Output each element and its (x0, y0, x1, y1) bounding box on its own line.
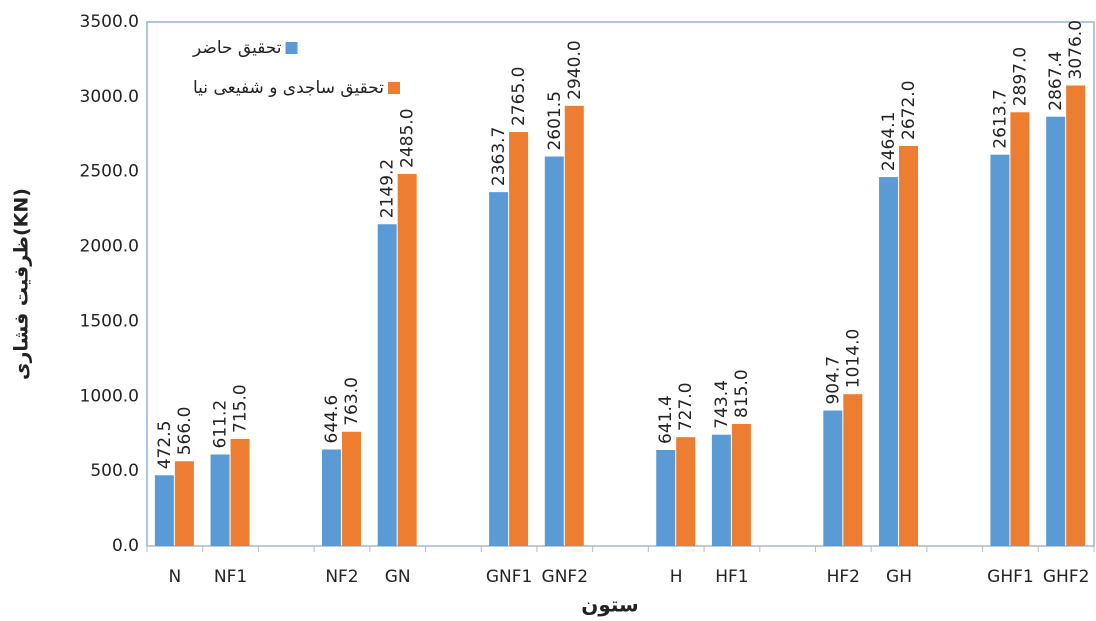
bar (174, 461, 194, 546)
data-label: 727.0 (676, 382, 696, 431)
data-label: 641.4 (656, 395, 676, 444)
data-label: 644.6 (322, 395, 342, 444)
bar (154, 475, 174, 546)
bar (823, 410, 843, 546)
y-tick-label: 0.0 (112, 536, 139, 556)
bar (656, 449, 676, 546)
x-tick-label: GH (886, 567, 912, 587)
bar (1010, 112, 1030, 547)
bar (711, 434, 731, 546)
data-label: 904.7 (823, 356, 843, 405)
data-label: 2897.0 (1010, 47, 1030, 106)
bar (676, 437, 696, 546)
data-label: 1014.0 (843, 329, 863, 388)
legend-swatch (285, 42, 298, 54)
data-label: 815.0 (732, 369, 752, 418)
x-tick-label: GN (385, 567, 411, 587)
data-label: 2464.1 (879, 112, 899, 171)
legend-swatch (387, 82, 400, 94)
legend-label: تحقیق حاضر (192, 38, 282, 58)
y-tick-label: 500.0 (90, 461, 139, 481)
data-label: 611.2 (211, 400, 231, 449)
y-tick-label: 2500.0 (80, 162, 139, 182)
x-tick-label: N (168, 567, 181, 587)
bar (564, 105, 584, 546)
data-label: 2485.0 (398, 108, 418, 167)
data-label: 472.5 (155, 421, 175, 470)
bar (1066, 85, 1086, 547)
data-label: 2149.2 (378, 159, 398, 218)
y-axis-title: ظرفیت فشاری(KN) (11, 188, 33, 380)
bar (1046, 116, 1066, 546)
x-tick-label: GNF2 (542, 567, 588, 587)
bar (899, 145, 919, 546)
y-tick-label: 1000.0 (80, 386, 139, 406)
bar (509, 132, 529, 547)
bar (731, 423, 751, 546)
data-label: 2672.0 (899, 80, 919, 139)
data-label: 2867.4 (1046, 51, 1066, 110)
y-tick-label: 2000.0 (80, 237, 139, 257)
x-tick-label: NF2 (325, 567, 358, 587)
data-label: 763.0 (342, 377, 362, 426)
plot-border (146, 21, 1095, 547)
y-tick-label: 3500.0 (80, 12, 139, 32)
x-tick-label: GHF2 (1043, 567, 1090, 587)
data-label: 2363.7 (489, 127, 509, 186)
bar (879, 177, 899, 546)
data-label: 566.0 (175, 407, 195, 456)
x-tick-label: GNF1 (486, 567, 532, 587)
data-label: 2601.5 (545, 91, 565, 150)
data-label: 2613.7 (990, 89, 1010, 148)
legend-label: تحقیق ساجدی و شفیعی نیا (193, 78, 384, 98)
bar (230, 438, 250, 546)
bar (843, 394, 863, 546)
x-tick-label: HF1 (715, 567, 748, 587)
y-tick-label: 1500.0 (80, 311, 139, 331)
bar (544, 156, 564, 546)
x-tick-label: H (670, 567, 683, 587)
data-label: 3076.0 (1066, 20, 1086, 79)
bar (341, 431, 361, 546)
bar (990, 154, 1010, 546)
data-label: 715.0 (231, 384, 251, 433)
x-axis-title: ستون (581, 593, 638, 617)
data-label: 743.4 (712, 380, 732, 429)
x-tick-label: NF1 (214, 567, 247, 587)
bar (210, 454, 230, 546)
y-tick-label: 3000.0 (80, 87, 139, 107)
x-tick-label: HF2 (827, 567, 860, 587)
data-label: 2940.0 (565, 40, 585, 99)
data-label: 2765.0 (509, 67, 529, 126)
bar (377, 224, 397, 546)
x-tick-label: GHF1 (987, 567, 1034, 587)
bar (397, 173, 417, 546)
bar (321, 449, 341, 546)
bar (489, 192, 509, 546)
